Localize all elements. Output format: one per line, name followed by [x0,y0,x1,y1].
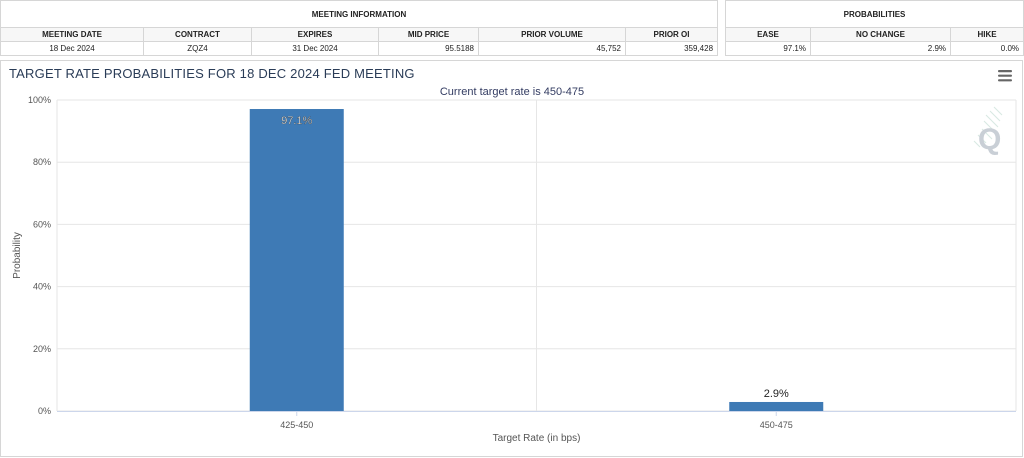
y-tick-label: 60% [33,219,51,229]
col-no-change: NO CHANGE [810,27,951,42]
y-tick-label: 20% [33,344,51,354]
meeting-information-header: MEETING INFORMATION [0,0,719,28]
bars [249,109,824,412]
y-axis-title: Probability [12,232,23,279]
meeting-date-value: 18 Dec 2024 [0,41,144,56]
chart-title: TARGET RATE PROBABILITIES FOR 18 DEC 202… [9,66,415,81]
axes [57,411,1016,416]
prior-oi-value: 359,428 [624,41,719,56]
y-tick-label: 0% [38,406,51,416]
probabilities-table: PROBABILITIES EASE NO CHANGE HIKE 97.1% … [725,0,1024,56]
x-tick-label: 425-450 [280,420,313,430]
bar-450-475[interactable] [729,401,824,411]
grid-lines [56,99,1017,412]
hamburger-menu-icon[interactable] [998,70,1012,82]
contract-value: ZQZ4 [143,41,252,56]
bar-425-450[interactable] [249,109,344,412]
y-tick-label: 40% [33,282,51,292]
col-mid-price: MID PRICE [378,27,479,42]
svg-text:Q: Q [978,123,1001,156]
meeting-information-table: MEETING INFORMATION MEETING DATE CONTRAC… [0,0,719,56]
x-axis-title: Target Rate (in bps) [493,433,581,444]
col-prior-oi: PRIOR OI [624,27,719,42]
data-label-450-475: 2.9% [764,388,789,400]
y-tick-label: 80% [33,157,51,167]
labels: 0% 20% 40% 60% 80% 100% 97.1% 425-450 2.9% 450-47… [12,95,793,444]
chart-panel [0,60,1023,457]
hike-value: 0.0% [950,41,1024,56]
data-label-425-450: 97.1% [281,115,312,127]
prior-volume-value: 45,752 [478,41,626,56]
col-ease: EASE [725,27,811,42]
chart-subtitle: Current target rate is 450-475 [439,86,585,98]
x-tick-label: 450-475 [760,420,793,430]
probabilities-header: PROBABILITIES [725,0,1024,28]
q-logo-icon: Q [973,106,1003,156]
y-tick-label: 100% [28,95,51,105]
col-contract: CONTRACT [143,27,252,42]
